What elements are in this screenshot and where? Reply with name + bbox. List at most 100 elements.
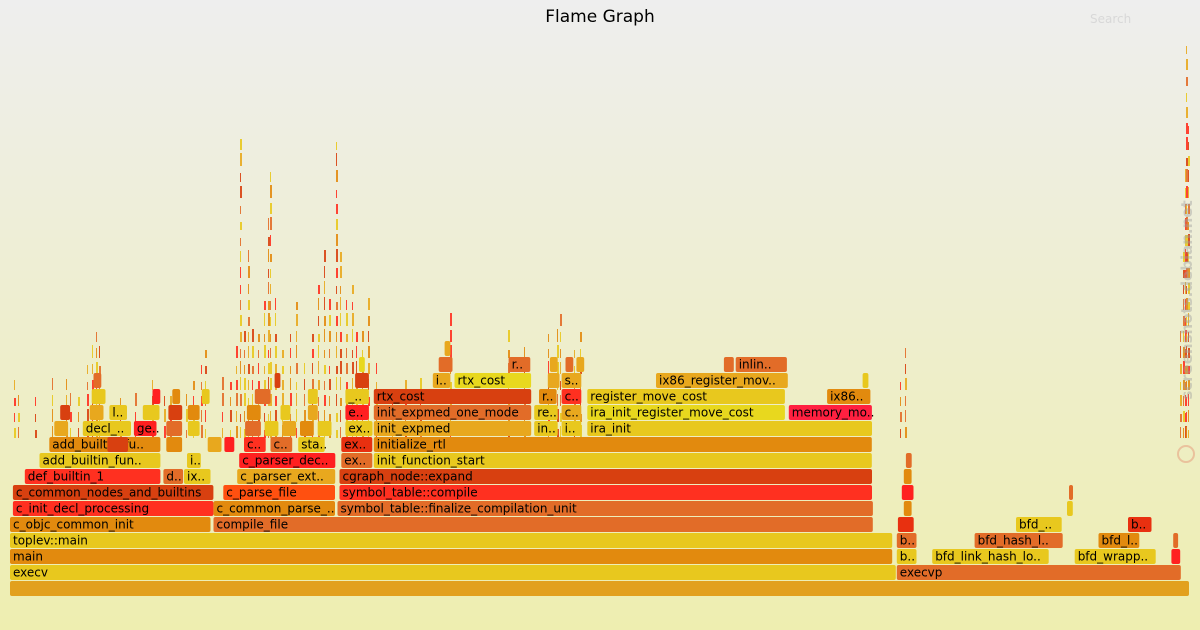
flame-frame[interactable] bbox=[1067, 501, 1073, 516]
flame-frame[interactable]: ex.. ex.. bbox=[341, 453, 373, 468]
flame-frame[interactable]: bfd_hash_l.. bfd_hash_l.. bbox=[974, 533, 1063, 548]
flame-frame-rect[interactable] bbox=[896, 565, 1181, 580]
flame-frame[interactable]: s.. s.. bbox=[561, 373, 582, 388]
flame-frame-rect[interactable] bbox=[172, 389, 181, 404]
flame-frame[interactable]: c.. c.. bbox=[561, 389, 582, 404]
flame-frame[interactable]: d.. d.. bbox=[163, 469, 184, 484]
flame-frame-rect[interactable] bbox=[109, 405, 127, 420]
flame-frame-rect[interactable] bbox=[213, 517, 873, 532]
flame-frame-rect[interactable] bbox=[82, 421, 131, 436]
flame-frame-rect[interactable] bbox=[239, 453, 336, 468]
flame-frame[interactable]: c_common_nodes_and_builtinsc_common_node… bbox=[12, 485, 214, 500]
flame-frame[interactable] bbox=[565, 357, 574, 372]
flame-frame[interactable]: sta.. sta.. bbox=[298, 437, 327, 452]
flame-frame-rect[interactable] bbox=[454, 373, 532, 388]
flame-frame[interactable] bbox=[93, 373, 102, 388]
flame-frame-rect[interactable] bbox=[549, 357, 558, 372]
flame-frame[interactable] bbox=[903, 469, 912, 484]
flame-frame[interactable] bbox=[60, 405, 71, 420]
flame-frame-rect[interactable] bbox=[339, 485, 873, 500]
flame-frame-rect[interactable] bbox=[168, 405, 183, 420]
flame-frame[interactable] bbox=[300, 421, 314, 436]
flame-frame[interactable]: re.. re.. bbox=[534, 405, 558, 420]
flame-frame-rect[interactable] bbox=[298, 437, 325, 452]
flame-frame[interactable]: l..l.. bbox=[109, 405, 127, 420]
flame-frame[interactable]: i..i.. bbox=[432, 373, 451, 388]
flame-frame[interactable]: execvp execvp bbox=[896, 565, 1181, 580]
flame-frame[interactable] bbox=[274, 373, 281, 388]
flame-frame[interactable]: c.. c.. bbox=[270, 437, 293, 452]
flame-frame-rect[interactable] bbox=[587, 389, 785, 404]
flame-frame-rect[interactable] bbox=[373, 437, 872, 452]
flame-frame[interactable] bbox=[54, 421, 69, 436]
flame-frame[interactable] bbox=[307, 405, 318, 420]
flame-frame-rect[interactable] bbox=[307, 405, 318, 420]
flame-frame[interactable] bbox=[187, 405, 200, 420]
flame-frame-rect[interactable] bbox=[508, 357, 531, 372]
flame-frame[interactable]: init_function_start init_function_start bbox=[373, 453, 872, 468]
flame-frame[interactable]: rtx_cost rtx_cost bbox=[373, 389, 532, 404]
flame-frame[interactable]: add_builtin_fu..add_builtin_fu.. bbox=[49, 437, 161, 452]
flame-frame[interactable]: decl_..decl_.. bbox=[82, 421, 131, 436]
flame-frame-rect[interactable] bbox=[903, 501, 912, 516]
flame-frame-rect[interactable] bbox=[735, 357, 787, 372]
flame-frame-rect[interactable] bbox=[307, 389, 318, 404]
flame-frame-rect[interactable] bbox=[12, 501, 214, 516]
flame-frame-rect[interactable] bbox=[264, 421, 279, 436]
flame-frame-rect[interactable] bbox=[166, 421, 183, 436]
flame-frame[interactable] bbox=[166, 437, 183, 452]
flame-frame[interactable] bbox=[246, 405, 261, 420]
flame-frame[interactable] bbox=[1173, 533, 1179, 548]
flame-frame[interactable]: ix86_register_mov.. ix86_register_mov.. bbox=[656, 373, 788, 388]
flame-frame-rect[interactable] bbox=[373, 421, 532, 436]
flame-frame[interactable] bbox=[280, 405, 291, 420]
flame-frame[interactable] bbox=[576, 357, 585, 372]
flame-frame[interactable] bbox=[1069, 485, 1073, 500]
flame-frame-rect[interactable] bbox=[534, 405, 558, 420]
flame-frame[interactable] bbox=[224, 437, 235, 452]
flame-frame-rect[interactable] bbox=[187, 421, 200, 436]
flame-frame-rect[interactable] bbox=[10, 533, 893, 548]
flame-frame-rect[interactable] bbox=[561, 405, 582, 420]
flame-frame[interactable]: init_expmed init_expmed bbox=[373, 421, 532, 436]
flame-frame[interactable]: b.. b.. bbox=[1128, 517, 1152, 532]
flame-frame[interactable] bbox=[187, 421, 200, 436]
flame-frame[interactable] bbox=[862, 373, 869, 388]
flame-frame[interactable]: symbol_table::finalize_compilation_unit s… bbox=[337, 501, 873, 516]
flame-frame[interactable]: cgraph_node::expand cgraph_node::expand bbox=[339, 469, 873, 484]
flame-frame[interactable]: rtx_cost rtx_cost bbox=[454, 373, 532, 388]
flame-frame[interactable] bbox=[901, 485, 914, 500]
flame-frame-rect[interactable] bbox=[723, 357, 734, 372]
flame-frame[interactable]: c_parser_ext.. c_parser_ext.. bbox=[237, 469, 336, 484]
flame-frame[interactable]: e.. e.. bbox=[345, 405, 369, 420]
flame-frame[interactable]: ix86.. ix86.. bbox=[827, 389, 871, 404]
flame-frame[interactable]: r..r.. bbox=[508, 357, 531, 372]
flame-frame-rect[interactable] bbox=[373, 405, 532, 420]
flame-frame[interactable]: c_init_decl_processingc_init_decl_proces… bbox=[12, 501, 214, 516]
flame-frame-rect[interactable] bbox=[341, 453, 373, 468]
flame-frame-rect[interactable] bbox=[166, 437, 183, 452]
flame-frame-rect[interactable] bbox=[39, 453, 161, 468]
flame-frame-rect[interactable] bbox=[244, 437, 266, 452]
flame-frame-rect[interactable] bbox=[1074, 549, 1156, 564]
flame-frame-rect[interactable] bbox=[142, 405, 160, 420]
flame-frame-rect[interactable] bbox=[896, 533, 917, 548]
flame-frame-rect[interactable] bbox=[587, 421, 872, 436]
flame-frame-rect[interactable] bbox=[1069, 485, 1073, 500]
flame-frame-rect[interactable] bbox=[341, 437, 373, 452]
flame-frame-rect[interactable] bbox=[93, 373, 102, 388]
flame-frame[interactable]: c.. c.. bbox=[244, 437, 266, 452]
flame-frame-rect[interactable] bbox=[24, 469, 161, 484]
flame-frame[interactable] bbox=[172, 389, 181, 404]
flame-frame-rect[interactable] bbox=[54, 421, 69, 436]
flame-frame-rect[interactable] bbox=[10, 581, 1189, 596]
flame-frame[interactable]: ira_init_register_move_cost ira_init_regi… bbox=[587, 405, 785, 420]
flame-frame-rect[interactable] bbox=[270, 437, 293, 452]
flame-frame[interactable]: bfd_link_hash_lo.. bfd_link_hash_lo.. bbox=[932, 549, 1049, 564]
flame-frame-rect[interactable] bbox=[432, 373, 451, 388]
flame-frame[interactable]: inlin.. inlin.. bbox=[735, 357, 787, 372]
flame-frame[interactable]: _.._.. bbox=[345, 389, 369, 404]
flame-frame-rect[interactable] bbox=[245, 421, 261, 436]
flame-frame-rect[interactable] bbox=[10, 565, 896, 580]
